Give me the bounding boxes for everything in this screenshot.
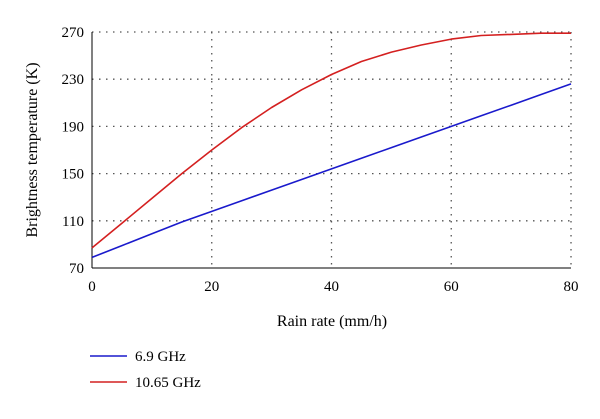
y-tick-label: 190 [62, 119, 85, 135]
y-tick-label: 70 [69, 261, 84, 277]
y-axis-title: Brightness temperature (K) [24, 62, 41, 237]
series-line-2 [91, 32, 571, 249]
y-tick-label: 150 [62, 167, 85, 183]
legend-label: 6.9 GHz [135, 349, 186, 365]
legend: 6.9 GHz 10.65 GHz [90, 349, 201, 391]
legend-label: 10.65 GHz [135, 375, 201, 391]
series-line-1 [91, 83, 572, 259]
y-tick-label: 230 [62, 72, 85, 88]
x-tick-label: 80 [564, 279, 579, 295]
grid-layer [92, 31, 572, 268]
x-tick-label: 0 [88, 279, 96, 295]
y-tick-label: 270 [62, 25, 85, 41]
x-axis-title: Rain rate (mm/h) [277, 313, 387, 330]
x-tick-label: 20 [204, 279, 219, 295]
axes-layer [91, 32, 571, 269]
tick-labels-layer: 0 20 40 60 80 70 110 150 190 230 270 [62, 25, 579, 295]
y-tick-label: 110 [62, 214, 84, 230]
series-layer [91, 32, 572, 259]
x-tick-label: 60 [444, 279, 459, 295]
x-tick-label: 40 [324, 279, 339, 295]
